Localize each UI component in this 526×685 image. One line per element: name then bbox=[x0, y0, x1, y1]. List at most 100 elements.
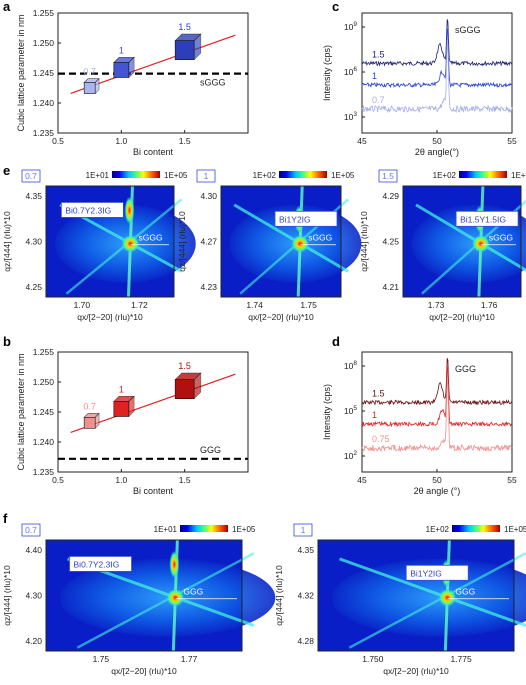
x-axis-label: qx/[2−20] (rlu)*10 bbox=[383, 666, 449, 676]
y-axis-label: Intensity (cps) bbox=[322, 45, 332, 101]
data-point-cube bbox=[83, 77, 100, 95]
composition-badge-text: 1.5 bbox=[382, 171, 394, 181]
streak-diagonal bbox=[348, 552, 526, 649]
substrate-peak bbox=[471, 234, 490, 253]
map-frame bbox=[45, 539, 243, 652]
series-label: 1 bbox=[372, 410, 377, 420]
panel-label-f: f bbox=[3, 511, 8, 526]
composition-badge-text: 0.7 bbox=[25, 525, 37, 535]
substrate-peak bbox=[121, 234, 140, 253]
film-label-box bbox=[69, 556, 132, 572]
y-tick-label: 1.255 bbox=[33, 347, 55, 357]
y-tick-label: 1.235 bbox=[33, 128, 55, 138]
x-tick-label: 1.5 bbox=[179, 136, 191, 146]
data-point-label: 1.5 bbox=[178, 361, 191, 371]
data-point-label: 1 bbox=[119, 384, 124, 394]
y-tick-label: 1.255 bbox=[33, 8, 55, 18]
series-line-1.5 bbox=[361, 358, 513, 406]
x-tick-label: 1.76 bbox=[481, 300, 498, 310]
cube-front bbox=[113, 62, 130, 78]
x-tick-label: 0.5 bbox=[52, 475, 64, 485]
substrate-peak bbox=[166, 588, 185, 607]
substrate-label: GGG bbox=[455, 587, 475, 597]
rsm-map-f2 bbox=[317, 539, 526, 652]
streak-diagonal bbox=[339, 557, 526, 627]
series-line-1 bbox=[361, 366, 513, 428]
annotation-label: GGG bbox=[455, 364, 476, 374]
data-point-cube bbox=[174, 372, 202, 400]
y-tick-label: 1.235 bbox=[33, 467, 55, 477]
series-line-0.7 bbox=[361, 40, 513, 114]
x-tick-label: 1.72 bbox=[131, 300, 148, 310]
y-axis-label: qz/[444] (rlu)*10 bbox=[2, 211, 12, 272]
x-tick-label: 1.5 bbox=[179, 475, 191, 485]
colorbar-min-label: 1E+01 bbox=[86, 171, 110, 180]
y-tick-label: 4.40 bbox=[25, 545, 42, 555]
x-tick-label: 45 bbox=[357, 136, 367, 146]
x-tick-label: 1.75 bbox=[300, 300, 317, 310]
data-point-label: 0.7 bbox=[83, 67, 96, 77]
y-axis-label: Cubic lattice parameter in nm bbox=[16, 14, 26, 131]
y-tick-label: 103 bbox=[344, 111, 357, 122]
y-tick-label: 109 bbox=[344, 21, 357, 32]
series-line-1.5 bbox=[361, 19, 513, 67]
x-tick-label: 1.75 bbox=[93, 654, 110, 664]
cube-front bbox=[174, 40, 195, 61]
film-label-box bbox=[274, 210, 338, 227]
x-axis-label: Bi content bbox=[133, 486, 174, 496]
plot-frame-d bbox=[361, 351, 513, 473]
cube-front bbox=[174, 379, 195, 400]
composition-badge bbox=[21, 523, 41, 537]
x-tick-label: 45 bbox=[357, 475, 367, 485]
y-tick-label: 4.21 bbox=[382, 282, 399, 292]
composition-badge bbox=[378, 169, 398, 183]
data-point-label: 0.7 bbox=[83, 401, 96, 411]
film-peak bbox=[124, 196, 135, 225]
series-label: 1.5 bbox=[372, 388, 385, 398]
colorbar-max-label: 1E+05 bbox=[504, 525, 526, 534]
colorbar-min-label: 1E+02 bbox=[433, 171, 457, 180]
x-tick-label: 50 bbox=[432, 475, 442, 485]
y-tick-label: 4.35 bbox=[25, 191, 42, 201]
x-tick-label: 1.73 bbox=[428, 300, 445, 310]
data-point-label: 1.5 bbox=[178, 22, 191, 32]
cube-front bbox=[83, 416, 96, 429]
colorbar-max-label: 1E+05 bbox=[511, 171, 526, 180]
substrate-label: sGGG bbox=[489, 233, 513, 243]
x-axis-label: Bi content bbox=[133, 147, 174, 157]
y-axis-label: qz/[444] (rlu)*10 bbox=[274, 565, 284, 626]
plot-frame-c bbox=[361, 12, 513, 134]
x-tick-label: 50 bbox=[432, 136, 442, 146]
panel-label-b: b bbox=[3, 334, 11, 349]
streak-diagonal bbox=[415, 203, 526, 272]
data-point-cube bbox=[174, 33, 202, 61]
composition-badge bbox=[21, 169, 41, 183]
y-tick-label: 1.250 bbox=[33, 377, 55, 387]
y-tick-label: 1.245 bbox=[33, 407, 55, 417]
film-label: Bi0.7Y2.3IG bbox=[74, 559, 120, 569]
x-tick-label: 1.0 bbox=[115, 475, 127, 485]
reference-line-label: GGG bbox=[200, 445, 221, 455]
y-tick-label: 4.30 bbox=[25, 591, 42, 601]
data-point-cube bbox=[83, 412, 100, 430]
y-tick-label: 4.29 bbox=[382, 191, 399, 201]
series-line-0.75 bbox=[361, 378, 513, 453]
annotation-label: sGGG bbox=[455, 25, 481, 35]
series-label: 1.5 bbox=[372, 49, 385, 59]
composition-badge-text: 1 bbox=[204, 171, 209, 181]
panel-label-d: d bbox=[332, 334, 340, 349]
y-tick-label: 4.20 bbox=[25, 636, 42, 646]
data-point-cube bbox=[113, 56, 135, 79]
y-tick-label: 4.25 bbox=[25, 282, 42, 292]
x-axis-label: 2θ angle(°) bbox=[415, 147, 459, 157]
x-tick-label: 0.5 bbox=[52, 136, 64, 146]
substrate-label: GGG bbox=[183, 587, 203, 597]
colorbar-min-label: 1E+02 bbox=[253, 171, 277, 180]
y-axis-label: qz/[444] (rlu)*10 bbox=[2, 565, 12, 626]
composition-badge-text: 1 bbox=[301, 525, 306, 535]
cube-front bbox=[83, 82, 96, 94]
composition-badge bbox=[293, 523, 313, 537]
film-label: Bi1Y2IG bbox=[279, 214, 311, 224]
reference-line-label: sGGG bbox=[200, 78, 226, 88]
